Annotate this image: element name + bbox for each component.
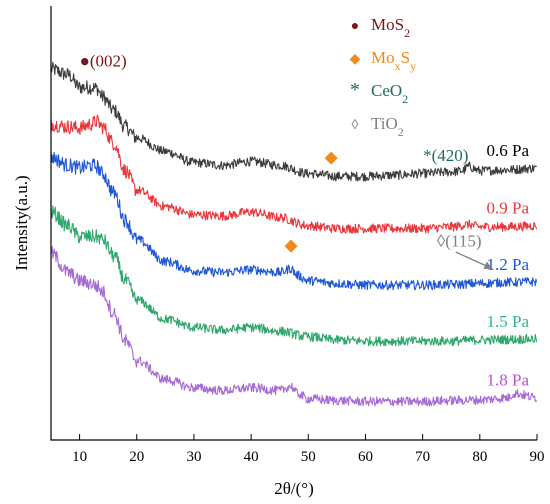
series-line-3 bbox=[50, 205, 538, 347]
x-tick-label-10: 10 bbox=[72, 449, 87, 465]
x-tick-label-40: 40 bbox=[244, 449, 259, 465]
legend-marker-1: ◆ bbox=[350, 52, 361, 67]
peak-annotation-0: ●(002) bbox=[80, 51, 127, 70]
series-line-1 bbox=[50, 114, 538, 234]
mox-sy-peak-marker-1: ◆ bbox=[325, 148, 339, 167]
series-layer bbox=[50, 61, 538, 407]
series-label-4: 1.8 Pa bbox=[487, 371, 530, 390]
mox-sy-peak-marker-2: ◆ bbox=[285, 236, 299, 255]
legend-marker-0: ● bbox=[351, 19, 359, 34]
x-tick-label-50: 50 bbox=[301, 449, 316, 465]
series-label-0: 0.6 Pa bbox=[487, 141, 530, 160]
x-tick-label-90: 90 bbox=[530, 449, 545, 465]
legend-label-2: CeO2 bbox=[371, 81, 408, 106]
series-line-4 bbox=[50, 246, 538, 407]
x-tick-label-30: 30 bbox=[186, 449, 201, 465]
legend-label-3: TiO2 bbox=[371, 114, 404, 139]
x-tick-label-80: 80 bbox=[472, 449, 487, 465]
series-label-layer: 0.6 Pa 0.9 Pa 1.2 Pa 1.5 Pa 1.8 Pa bbox=[487, 141, 530, 390]
legend-label-0: MoS2 bbox=[371, 15, 410, 40]
annotation-layer: ●(002) ◆ ◆ *(420) ◊(115) bbox=[80, 51, 493, 270]
legend-marker-3: ◊ bbox=[352, 118, 359, 133]
series-label-3: 1.5 Pa bbox=[487, 312, 530, 331]
series-label-2: 1.2 Pa bbox=[487, 255, 530, 274]
series-line-2 bbox=[50, 151, 538, 291]
x-tick-label-20: 20 bbox=[129, 449, 144, 465]
legend-label-1: MoxSy bbox=[371, 48, 416, 73]
legend-marker-2: * bbox=[350, 79, 360, 101]
peak-annotation-4: ◊(115) bbox=[437, 232, 482, 251]
legend: ● MoS2 ◆ MoxSy * CeO2 ◊ TiO2 bbox=[350, 15, 416, 139]
x-tick-label-60: 60 bbox=[358, 449, 373, 465]
x-tick-label-70: 70 bbox=[415, 449, 430, 465]
x-axis-title: 2θ/(°) bbox=[274, 479, 314, 498]
axes-layer: 10 20 30 40 50 60 70 80 90 bbox=[50, 6, 545, 465]
peak-annotation-3: *(420) bbox=[423, 146, 468, 165]
tio2-arrow-head bbox=[483, 261, 493, 269]
series-line-0 bbox=[50, 61, 537, 182]
y-axis-title: Intensity(a.u.) bbox=[12, 175, 31, 270]
axes-frame bbox=[50, 6, 537, 441]
series-label-1: 0.9 Pa bbox=[487, 199, 530, 218]
